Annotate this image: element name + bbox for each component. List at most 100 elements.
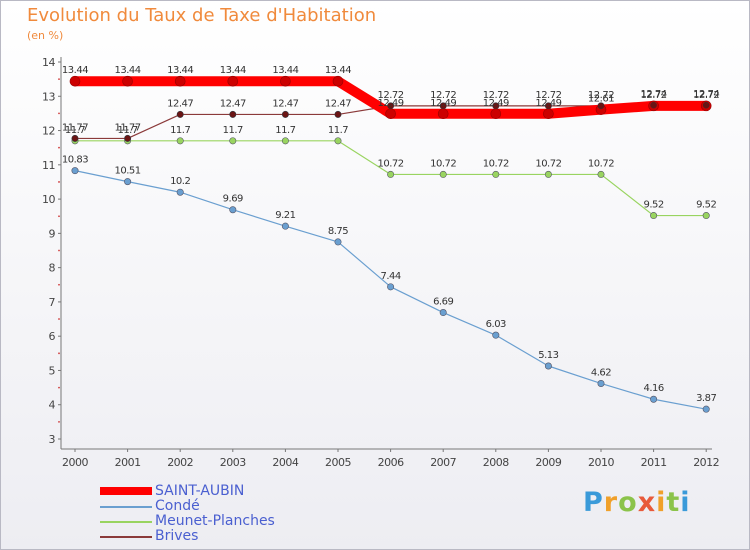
data-point-brives-top (597, 102, 605, 110)
legend-swatch (100, 487, 152, 495)
data-point-brives-top (439, 102, 447, 110)
data-point-saint-aubin (437, 108, 449, 120)
data-label-saint-aubin: 13.44 (325, 65, 351, 76)
legend-item-conde[interactable]: Condé (100, 498, 400, 514)
y-minor-tick (58, 420, 60, 423)
data-point-brives-top (176, 111, 184, 118)
data-point-brives-top (650, 101, 657, 109)
legend-label: Condé (155, 498, 200, 514)
y-tick-label: 14 (42, 56, 55, 69)
data-label-meunet-planches: 10.72 (588, 158, 614, 169)
data-label-meunet-planches: 10.72 (378, 158, 404, 169)
data-label-brives: 11.77 (62, 122, 88, 133)
data-point-conde (281, 222, 289, 230)
logo-letter: i (680, 487, 691, 518)
y-tick-label: 9 (49, 227, 56, 240)
x-tick-label: 2004 (272, 456, 298, 469)
data-label-meunet-planches: 11.7 (117, 125, 137, 136)
data-point-conde (439, 309, 447, 317)
data-point-conde (334, 238, 342, 246)
y-minor-tick (58, 352, 60, 355)
data-label-brives: 12.47 (325, 98, 351, 109)
x-tick-label: 2008 (483, 456, 509, 469)
y-tick-label: 13 (42, 90, 55, 103)
data-label-meunet-planches: 10.72 (535, 158, 561, 169)
data-label-conde: 10.83 (62, 155, 88, 166)
y-minor-tick (58, 112, 60, 115)
data-point-brives-top (702, 101, 710, 109)
y-tick-label: 10 (42, 193, 55, 206)
data-label-meunet-planches: 11.7 (170, 125, 190, 136)
data-label-conde: 4.62 (591, 367, 611, 378)
line-chart: 3 4 5 6 7 8 9 10 11 12 13 14 2000 2001 2002 2003 2004 200… (42, 56, 720, 469)
data-label-brives: 12.72 (535, 90, 561, 101)
legend-swatch (100, 506, 152, 508)
data-label-conde: 9.21 (275, 210, 295, 221)
data-point-brives-top (282, 111, 289, 118)
data-label-meunet-planches: 10.72 (483, 158, 509, 169)
legend-item-saint-aubin[interactable]: SAINT-AUBIN (100, 483, 400, 499)
y-tick-label: 4 (49, 399, 56, 412)
data-label-meunet-planches: 11.7 (328, 125, 348, 136)
data-label-saint-aubin: 12.49 (430, 98, 456, 109)
data-label-conde: 10.51 (115, 166, 141, 177)
data-label-brives: 12.74 (693, 89, 719, 100)
data-label-meunet-planches: 11.7 (275, 125, 295, 136)
data-label-brives: 12.47 (272, 98, 298, 109)
logo-letter: r (603, 487, 619, 518)
x-tick-label: 2001 (115, 456, 141, 469)
data-label-saint-aubin: 12.61 (588, 94, 614, 105)
data-label-brives: 11.77 (115, 122, 141, 133)
data-point-meunet-planches (281, 137, 289, 145)
data-label-conde: 8.75 (328, 226, 348, 237)
legend-label: SAINT-AUBIN (155, 483, 245, 499)
data-label-meunet-planches: 10.72 (430, 158, 456, 169)
proxiti-logo: Proxiti (583, 487, 691, 518)
data-point-saint-aubin (227, 75, 239, 87)
x-tick-label: 2003 (220, 456, 246, 469)
y-tick-label: 6 (49, 330, 56, 343)
x-tick-label: 2002 (167, 456, 193, 469)
y-minor-tick (58, 181, 60, 183)
data-label-conde: 6.03 (486, 319, 506, 330)
data-label-conde: 6.69 (433, 297, 453, 308)
legend-item-meunet-planches[interactable]: Meunet-Planches (100, 513, 400, 529)
data-label-brives: 12.47 (220, 98, 246, 109)
chart-subtitle: (en %) (27, 29, 64, 42)
data-point-brives-top (334, 111, 342, 118)
data-label-saint-aubin: 13.44 (167, 65, 193, 76)
data-label-meunet-planches: 11.7 (223, 125, 243, 136)
data-label-conde: 5.13 (538, 350, 558, 361)
data-point-conde (229, 206, 237, 214)
data-label-brives: 12.74 (641, 89, 667, 100)
y-tick-label: 5 (49, 364, 56, 377)
y-minor-tick (58, 78, 60, 81)
data-point-conde (387, 283, 395, 291)
data-label-saint-aubin: 13.44 (272, 65, 298, 76)
data-point-conde (650, 395, 658, 403)
data-point-meunet-planches (597, 170, 605, 178)
logo-letter: x (637, 487, 657, 518)
data-point-saint-aubin (543, 108, 554, 120)
y-tick-label: 12 (42, 125, 55, 138)
x-tick-label: 2009 (535, 456, 561, 469)
data-label-saint-aubin: 12.49 (535, 98, 561, 109)
y-minor-tick (58, 249, 60, 252)
y-minor-tick (58, 386, 60, 389)
data-point-conde (124, 178, 132, 186)
x-tick-label: 2006 (378, 456, 404, 469)
data-point-meunet-planches (334, 137, 342, 145)
logo-letter: i (656, 487, 667, 518)
data-point-conde (492, 331, 500, 339)
data-label-meunet-planches: 9.52 (696, 200, 716, 211)
data-point-saint-aubin (69, 75, 81, 87)
data-label-saint-aubin: 13.44 (115, 65, 141, 76)
data-point-brives-top (545, 102, 552, 110)
legend-label: Meunet-Planches (155, 513, 275, 529)
data-point-saint-aubin (174, 75, 186, 87)
chart-title: Evolution du Taux de Taxe d'Habitation (27, 5, 377, 26)
data-point-brives-top (387, 102, 394, 110)
legend-item-brives[interactable]: Brives (100, 528, 400, 544)
data-point-saint-aubin (122, 75, 133, 87)
data-point-saint-aubin (332, 75, 344, 87)
